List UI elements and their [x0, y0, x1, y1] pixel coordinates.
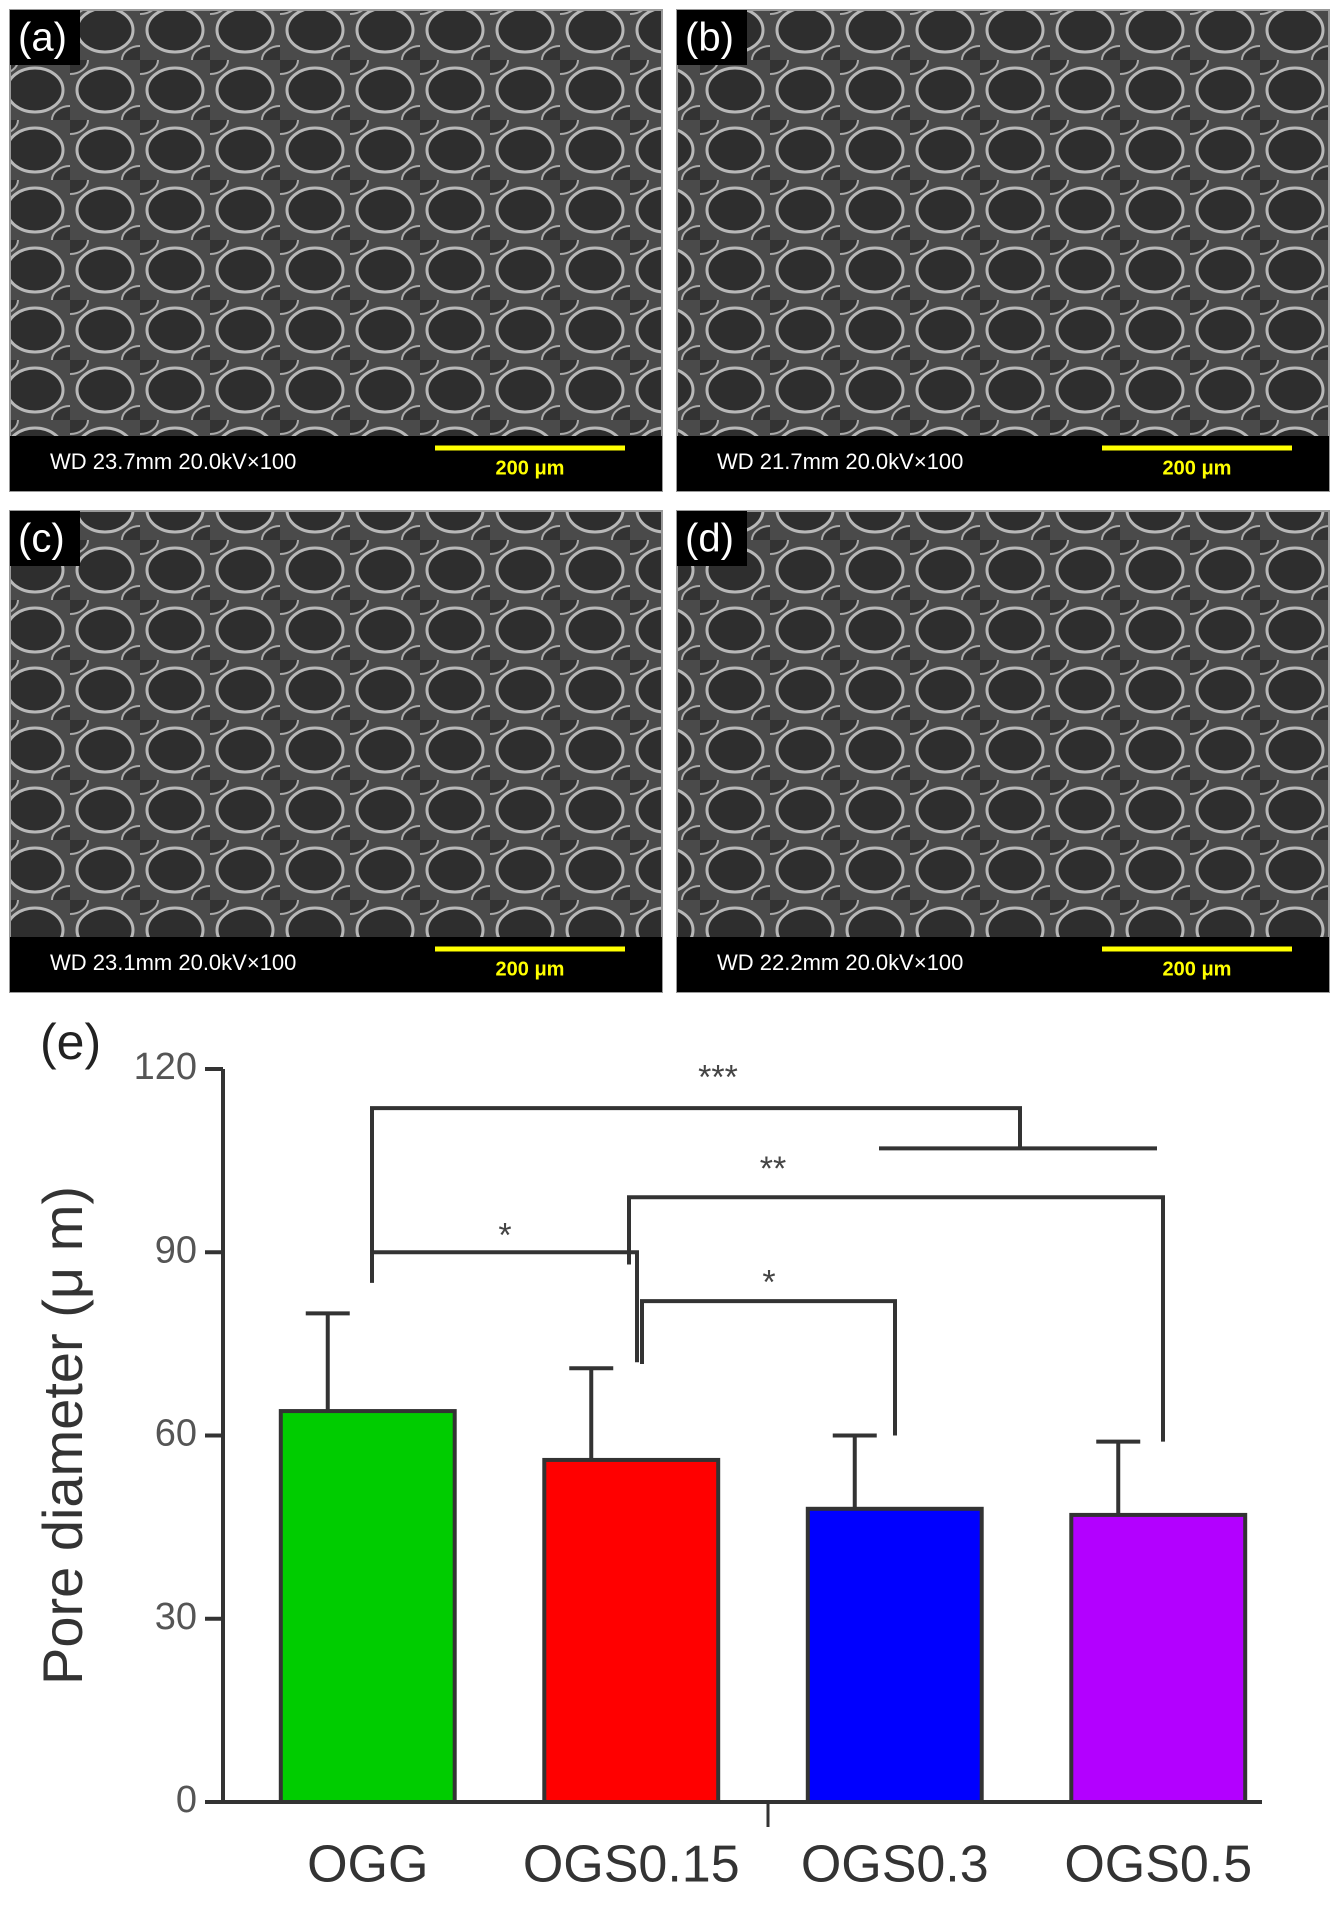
- sem-image: [676, 510, 1330, 993]
- y-tick-label: 0: [176, 1779, 197, 1821]
- significance-bracket: [370, 1106, 1022, 1283]
- panel-label-box: [677, 10, 747, 65]
- y-tick-label: 90: [155, 1229, 197, 1271]
- panel-label-box: [10, 10, 80, 65]
- scale-text: 200 μm: [496, 457, 565, 479]
- significance-label: *: [498, 1217, 511, 1255]
- x-tick-label: OGS0.5: [1064, 1836, 1252, 1894]
- bar: [1069, 1512, 1248, 1804]
- panel-label: (a): [18, 16, 67, 60]
- panel-label-box: [677, 511, 747, 566]
- y-tick-label: 60: [155, 1413, 197, 1455]
- panel-label: (c): [18, 517, 65, 561]
- significance-bracket: [640, 1299, 897, 1436]
- info-bar: [677, 937, 1329, 992]
- info-text: WD 21.7mm 20.0kV×100: [717, 449, 963, 474]
- info-text: WD 22.2mm 20.0kV×100: [717, 950, 963, 975]
- y-tick-label: 120: [134, 1046, 197, 1088]
- panel-label-box: [10, 511, 80, 566]
- x-tick-label: OGS0.15: [523, 1836, 740, 1894]
- sem-image: [676, 9, 1330, 492]
- scale-text: 200 μm: [496, 958, 565, 980]
- scale-text: 200 μm: [1163, 958, 1232, 980]
- panel-label: (e): [40, 1014, 101, 1070]
- info-bar: [10, 436, 662, 491]
- bar: [805, 1506, 984, 1805]
- info-bar: [677, 436, 1329, 491]
- significance-label: **: [760, 1150, 786, 1188]
- x-tick-label: OGG: [307, 1836, 428, 1894]
- info-text: WD 23.1mm 20.0kV×100: [50, 950, 296, 975]
- significance-label: *: [762, 1264, 775, 1302]
- bar: [542, 1457, 721, 1805]
- significance-bracket: [627, 1195, 1165, 1442]
- sem-image: [9, 510, 663, 993]
- panel-label: (b): [685, 16, 734, 60]
- x-tick-label: OGS0.3: [801, 1836, 989, 1894]
- info-bar: [10, 937, 662, 992]
- info-text: WD 23.7mm 20.0kV×100: [50, 449, 296, 474]
- significance-bracket: [370, 1250, 639, 1363]
- y-axis-label: Pore diameter (μ m): [31, 1186, 94, 1685]
- y-tick-label: 30: [155, 1596, 197, 1638]
- significance-label: ***: [698, 1058, 738, 1096]
- sem-image: [9, 9, 663, 492]
- panel-label: (d): [685, 517, 734, 561]
- bar: [278, 1409, 457, 1804]
- scale-text: 200 μm: [1163, 457, 1232, 479]
